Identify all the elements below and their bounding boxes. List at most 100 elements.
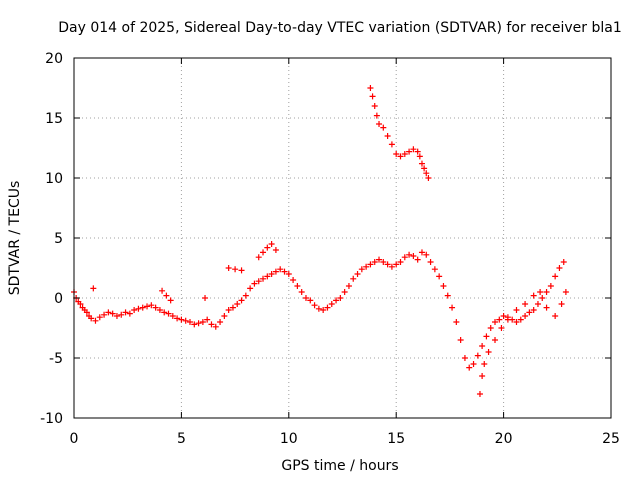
data-point xyxy=(186,319,193,325)
data-point xyxy=(530,307,537,313)
data-point xyxy=(302,295,309,301)
data-point xyxy=(109,310,116,317)
data-point xyxy=(225,265,232,271)
data-point xyxy=(333,297,340,304)
data-point xyxy=(152,304,159,311)
x-axis-label: GPS time / hours xyxy=(281,458,398,474)
data-point xyxy=(380,259,387,265)
data-point xyxy=(556,265,563,271)
data-point xyxy=(496,316,503,323)
data-point xyxy=(436,273,443,280)
data-point xyxy=(513,307,520,313)
x-tick-label: 0 xyxy=(70,431,79,447)
data-point xyxy=(307,297,314,304)
data-point xyxy=(534,301,541,307)
data-point xyxy=(363,263,370,270)
data-point xyxy=(543,304,550,311)
data-point xyxy=(406,148,413,155)
data-point xyxy=(255,278,262,285)
grid-lines xyxy=(74,58,611,418)
data-point xyxy=(481,361,488,367)
data-point xyxy=(431,266,438,273)
data-point xyxy=(234,301,241,307)
data-point xyxy=(526,309,533,316)
data-point xyxy=(118,311,125,318)
data-point xyxy=(425,175,432,181)
data-point xyxy=(476,391,483,397)
data-point xyxy=(320,307,327,313)
data-point xyxy=(285,271,292,277)
data-point xyxy=(182,317,189,324)
data-point xyxy=(397,153,404,160)
data-point xyxy=(96,314,103,321)
data-point xyxy=(191,321,198,328)
x-tick-label: 15 xyxy=(387,431,405,447)
data-point xyxy=(272,247,279,253)
data-point xyxy=(371,103,378,109)
data-points xyxy=(71,85,569,397)
data-point xyxy=(552,273,559,280)
data-point xyxy=(539,295,546,301)
data-point xyxy=(217,319,224,325)
data-point xyxy=(485,349,492,355)
data-point xyxy=(427,259,434,265)
data-point xyxy=(105,309,112,316)
data-point xyxy=(558,301,565,307)
data-point xyxy=(195,320,202,327)
data-point xyxy=(202,295,209,301)
data-point xyxy=(101,311,108,318)
y-axis-label: SDTVAR / TECUs xyxy=(7,181,23,296)
data-point xyxy=(238,297,245,304)
data-point xyxy=(388,141,395,148)
x-tick-label: 10 xyxy=(280,431,298,447)
data-point xyxy=(212,323,219,330)
data-point xyxy=(294,283,301,289)
data-point xyxy=(513,319,520,325)
data-point xyxy=(144,303,151,310)
data-point xyxy=(498,325,505,331)
data-point xyxy=(350,275,357,282)
chart-title: Day 014 of 2025, Sidereal Day-to-day VTE… xyxy=(58,20,621,36)
data-point xyxy=(229,304,236,311)
data-point xyxy=(504,316,511,323)
data-point xyxy=(376,256,383,263)
data-point xyxy=(492,319,499,325)
data-point xyxy=(148,302,155,309)
data-point xyxy=(113,313,120,319)
data-point xyxy=(315,305,322,312)
data-point xyxy=(543,289,550,295)
data-point xyxy=(410,253,417,259)
data-point xyxy=(337,295,344,301)
y-tick-label: 20 xyxy=(45,51,63,67)
data-point xyxy=(397,259,404,265)
data-point xyxy=(537,289,544,295)
data-point xyxy=(522,301,529,307)
data-point xyxy=(457,337,464,343)
data-point xyxy=(324,304,331,311)
data-point xyxy=(483,333,490,340)
y-tick-label: -10 xyxy=(40,411,63,427)
data-point xyxy=(126,310,133,317)
data-point xyxy=(388,263,395,270)
data-point xyxy=(328,301,335,307)
data-point xyxy=(90,285,97,292)
data-point xyxy=(423,170,430,177)
data-point xyxy=(367,261,374,268)
data-point xyxy=(178,316,185,323)
data-point xyxy=(371,259,378,265)
data-point xyxy=(393,261,400,268)
data-point xyxy=(479,343,486,349)
data-point xyxy=(238,267,245,274)
data-point xyxy=(264,244,271,251)
x-tick-label: 25 xyxy=(602,431,620,447)
data-point xyxy=(251,280,258,287)
data-point xyxy=(418,249,425,256)
y-tick-label: 15 xyxy=(45,111,63,127)
y-tick-label: 10 xyxy=(45,171,63,187)
data-point xyxy=(268,241,275,247)
x-tick-label: 5 xyxy=(177,431,186,447)
data-point xyxy=(156,307,163,313)
data-point xyxy=(500,313,507,319)
data-point xyxy=(139,304,146,311)
data-point xyxy=(547,283,554,289)
